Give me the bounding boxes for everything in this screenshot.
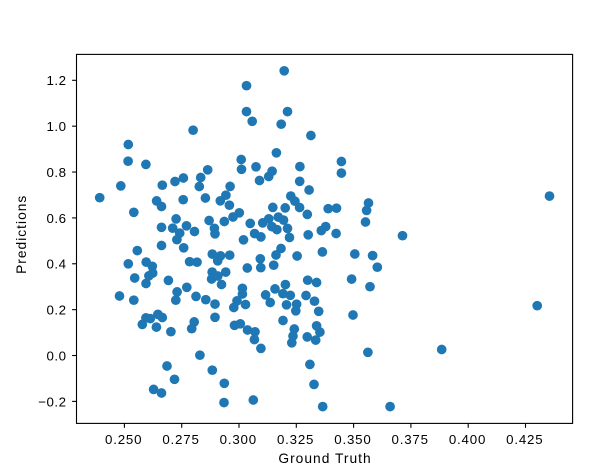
svg-text:1.0: 1.0 bbox=[47, 119, 67, 134]
svg-text:0.275: 0.275 bbox=[162, 432, 199, 447]
svg-text:0.300: 0.300 bbox=[220, 432, 257, 447]
svg-text:1.2: 1.2 bbox=[47, 73, 67, 88]
svg-text:0.2: 0.2 bbox=[47, 303, 67, 318]
svg-text:0.6: 0.6 bbox=[47, 211, 67, 226]
svg-text:0.375: 0.375 bbox=[392, 432, 429, 447]
svg-text:0.350: 0.350 bbox=[334, 432, 371, 447]
svg-text:0.400: 0.400 bbox=[449, 432, 486, 447]
svg-text:0.425: 0.425 bbox=[506, 432, 543, 447]
svg-text:Predictions: Predictions bbox=[14, 195, 29, 274]
svg-text:0.325: 0.325 bbox=[277, 432, 314, 447]
svg-text:0.4: 0.4 bbox=[47, 257, 67, 272]
svg-text:Ground Truth: Ground Truth bbox=[278, 451, 371, 466]
svg-text:0.250: 0.250 bbox=[105, 432, 142, 447]
svg-text:−0.2: −0.2 bbox=[38, 394, 66, 409]
svg-text:0.0: 0.0 bbox=[47, 348, 67, 363]
svg-text:0.8: 0.8 bbox=[47, 165, 67, 180]
